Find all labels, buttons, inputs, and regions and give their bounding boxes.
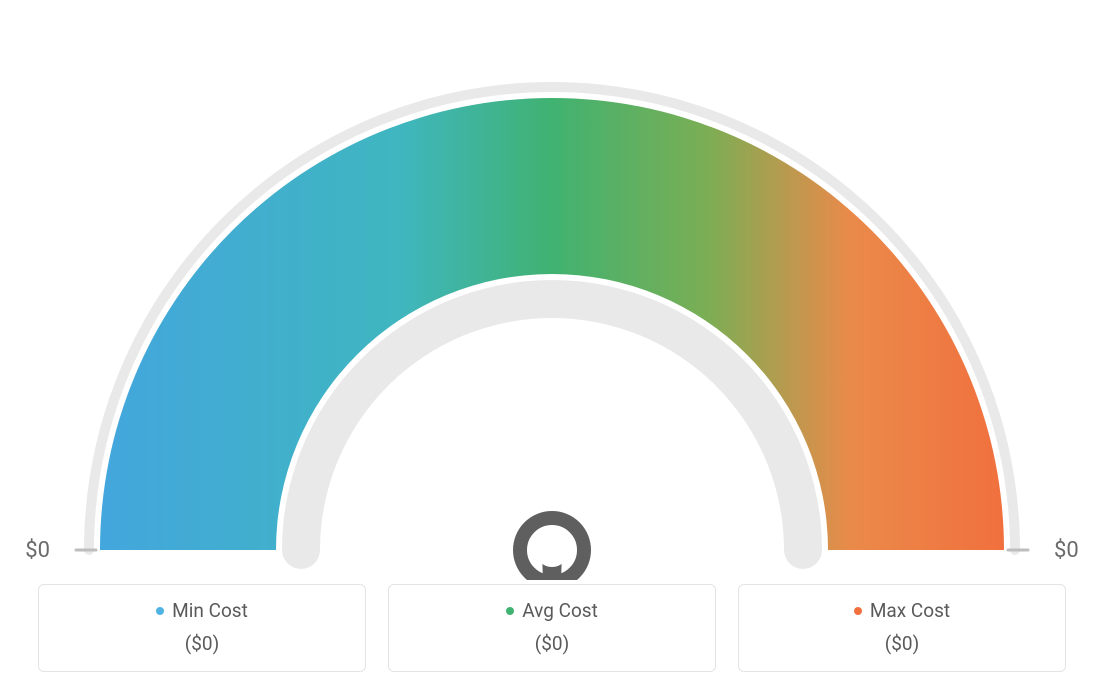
legend-dot-max: [854, 607, 862, 615]
legend-title-max: Max Cost: [854, 599, 950, 622]
gauge-svg: $0$0$0$0$0$0$0: [22, 20, 1082, 580]
legend-title-avg: Avg Cost: [506, 599, 598, 622]
gauge-chart: $0$0$0$0$0$0$0: [22, 20, 1082, 580]
legend-title-min: Min Cost: [156, 599, 248, 622]
legend-label-max: Max Cost: [870, 599, 950, 622]
legend-value-avg: ($0): [399, 632, 705, 655]
legend-card-min: Min Cost ($0): [38, 584, 366, 672]
legend-dot-avg: [506, 607, 514, 615]
legend-value-max: ($0): [749, 632, 1055, 655]
legend-label-avg: Avg Cost: [522, 599, 598, 622]
svg-text:$0: $0: [25, 538, 50, 563]
legend-dot-min: [156, 607, 164, 615]
legend-row: Min Cost ($0) Avg Cost ($0) Max Cost ($0…: [38, 584, 1066, 672]
svg-text:$0: $0: [1054, 538, 1079, 563]
legend-value-min: ($0): [49, 632, 355, 655]
legend-card-avg: Avg Cost ($0): [388, 584, 716, 672]
legend-card-max: Max Cost ($0): [738, 584, 1066, 672]
legend-label-min: Min Cost: [172, 599, 248, 622]
